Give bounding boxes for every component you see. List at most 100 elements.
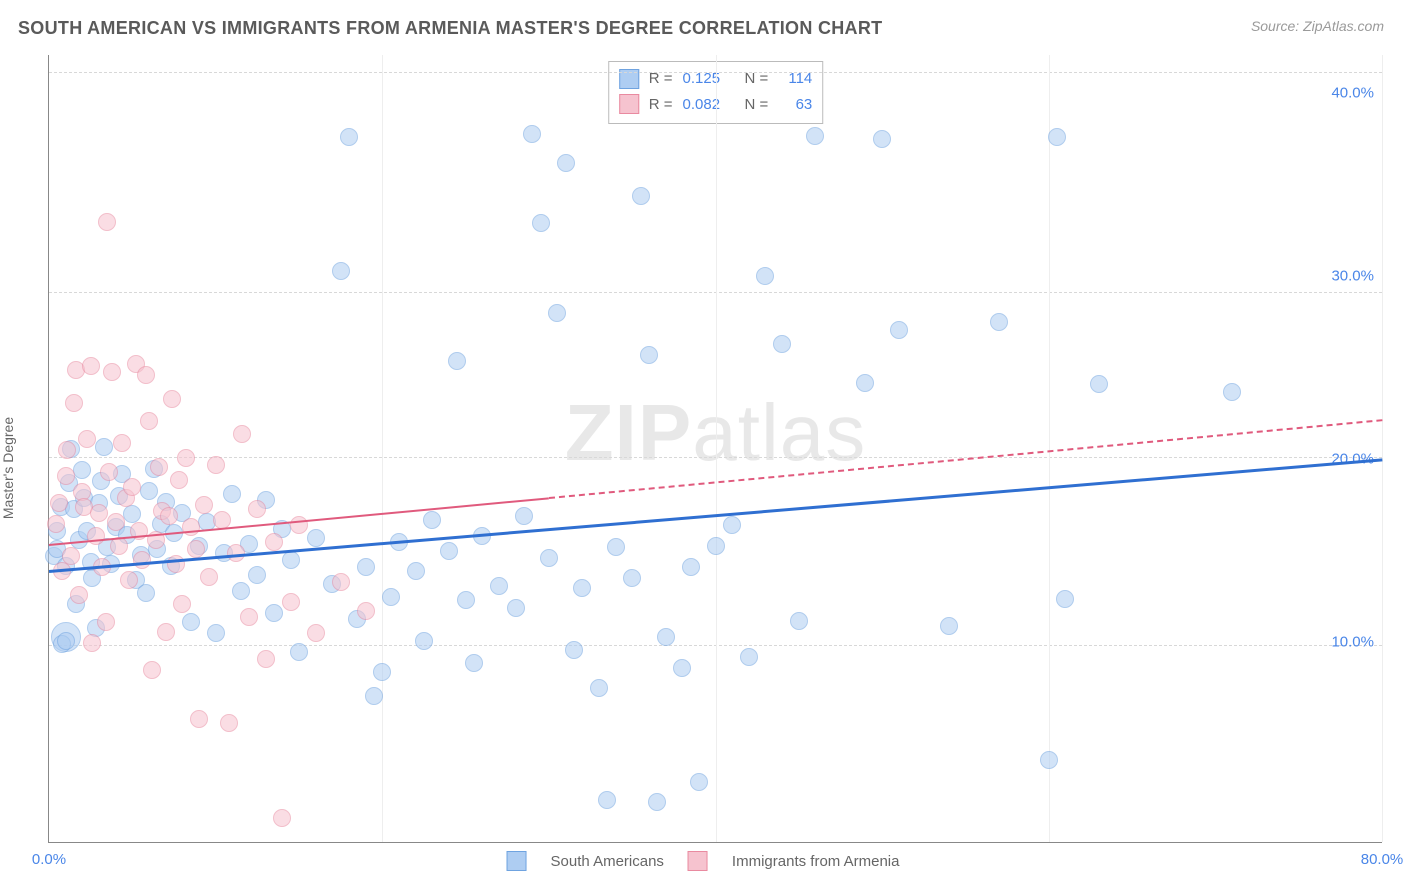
- scatter-point: [248, 500, 266, 518]
- scatter-point: [213, 511, 231, 529]
- scatter-point: [790, 612, 808, 630]
- regression-line-dashed: [549, 419, 1382, 499]
- scatter-point: [532, 214, 550, 232]
- scatter-point: [233, 425, 251, 443]
- scatter-point: [290, 643, 308, 661]
- scatter-point: [340, 128, 358, 146]
- scatter-point: [98, 213, 116, 231]
- scatter-point: [407, 562, 425, 580]
- scatter-point: [133, 551, 151, 569]
- scatter-point: [806, 127, 824, 145]
- scatter-point: [548, 304, 566, 322]
- plot-area: ZIPatlas R = 0.125 N = 114 R = 0.082 N =…: [48, 55, 1382, 843]
- scatter-point: [110, 537, 128, 555]
- scatter-point: [97, 613, 115, 631]
- scatter-point: [282, 551, 300, 569]
- scatter-point: [200, 568, 218, 586]
- scatter-point: [100, 463, 118, 481]
- scatter-point: [632, 187, 650, 205]
- scatter-point: [70, 586, 88, 604]
- scatter-point: [240, 608, 258, 626]
- legend-swatch-b2: [688, 851, 708, 871]
- scatter-point: [257, 650, 275, 668]
- scatter-point: [457, 591, 475, 609]
- scatter-point: [58, 441, 76, 459]
- scatter-point: [95, 438, 113, 456]
- scatter-point: [382, 588, 400, 606]
- scatter-point: [873, 130, 891, 148]
- scatter-point: [140, 482, 158, 500]
- scatter-point: [57, 632, 75, 650]
- gridline-v: [1049, 55, 1050, 842]
- scatter-point: [557, 154, 575, 172]
- gridline-v: [716, 55, 717, 842]
- scatter-point: [590, 679, 608, 697]
- scatter-point: [187, 540, 205, 558]
- scatter-point: [473, 527, 491, 545]
- scatter-point: [65, 394, 83, 412]
- scatter-point: [137, 584, 155, 602]
- scatter-point: [227, 544, 245, 562]
- scatter-point: [332, 262, 350, 280]
- scatter-point: [123, 478, 141, 496]
- scatter-point: [82, 357, 100, 375]
- scatter-point: [90, 504, 108, 522]
- scatter-point: [137, 366, 155, 384]
- scatter-point: [163, 390, 181, 408]
- source-attribution: Source: ZipAtlas.com: [1251, 18, 1384, 34]
- scatter-point: [170, 471, 188, 489]
- scatter-point: [130, 522, 148, 540]
- scatter-point: [265, 533, 283, 551]
- scatter-point: [265, 604, 283, 622]
- y-axis-label: Master's Degree: [0, 417, 16, 519]
- scatter-point: [440, 542, 458, 560]
- scatter-point: [623, 569, 641, 587]
- scatter-point: [773, 335, 791, 353]
- scatter-point: [83, 634, 101, 652]
- scatter-point: [890, 321, 908, 339]
- scatter-point: [465, 654, 483, 672]
- scatter-point: [540, 549, 558, 567]
- scatter-point: [307, 624, 325, 642]
- scatter-point: [990, 313, 1008, 331]
- scatter-point: [607, 538, 625, 556]
- scatter-point: [177, 449, 195, 467]
- scatter-point: [856, 374, 874, 392]
- scatter-point: [290, 516, 308, 534]
- legend-swatch-a2: [507, 851, 527, 871]
- scatter-point: [160, 507, 178, 525]
- scatter-point: [157, 623, 175, 641]
- scatter-point: [182, 613, 200, 631]
- legend-label-b: Immigrants from Armenia: [732, 853, 900, 870]
- scatter-point: [357, 602, 375, 620]
- scatter-point: [1048, 128, 1066, 146]
- x-tick-label: 0.0%: [32, 851, 66, 868]
- scatter-point: [565, 641, 583, 659]
- scatter-point: [390, 533, 408, 551]
- scatter-point: [223, 485, 241, 503]
- scatter-point: [640, 346, 658, 364]
- scatter-point: [190, 710, 208, 728]
- scatter-point: [173, 595, 191, 613]
- scatter-point: [232, 582, 250, 600]
- scatter-point: [332, 573, 350, 591]
- scatter-point: [707, 537, 725, 555]
- legend-label-a: South Americans: [551, 853, 664, 870]
- scatter-point: [490, 577, 508, 595]
- scatter-point: [357, 558, 375, 576]
- scatter-point: [690, 773, 708, 791]
- scatter-point: [78, 430, 96, 448]
- scatter-point: [1090, 375, 1108, 393]
- scatter-point: [373, 663, 391, 681]
- scatter-point: [682, 558, 700, 576]
- y-tick-label: 30.0%: [1331, 267, 1374, 284]
- legend-swatch-b: [619, 94, 639, 114]
- scatter-point: [140, 412, 158, 430]
- legend-series-box: South Americans Immigrants from Armenia: [507, 851, 900, 871]
- x-tick-label: 80.0%: [1361, 851, 1404, 868]
- chart-title: SOUTH AMERICAN VS IMMIGRANTS FROM ARMENI…: [18, 18, 882, 39]
- y-tick-label: 10.0%: [1331, 633, 1374, 650]
- scatter-point: [940, 617, 958, 635]
- scatter-point: [307, 529, 325, 547]
- y-tick-label: 20.0%: [1331, 450, 1374, 467]
